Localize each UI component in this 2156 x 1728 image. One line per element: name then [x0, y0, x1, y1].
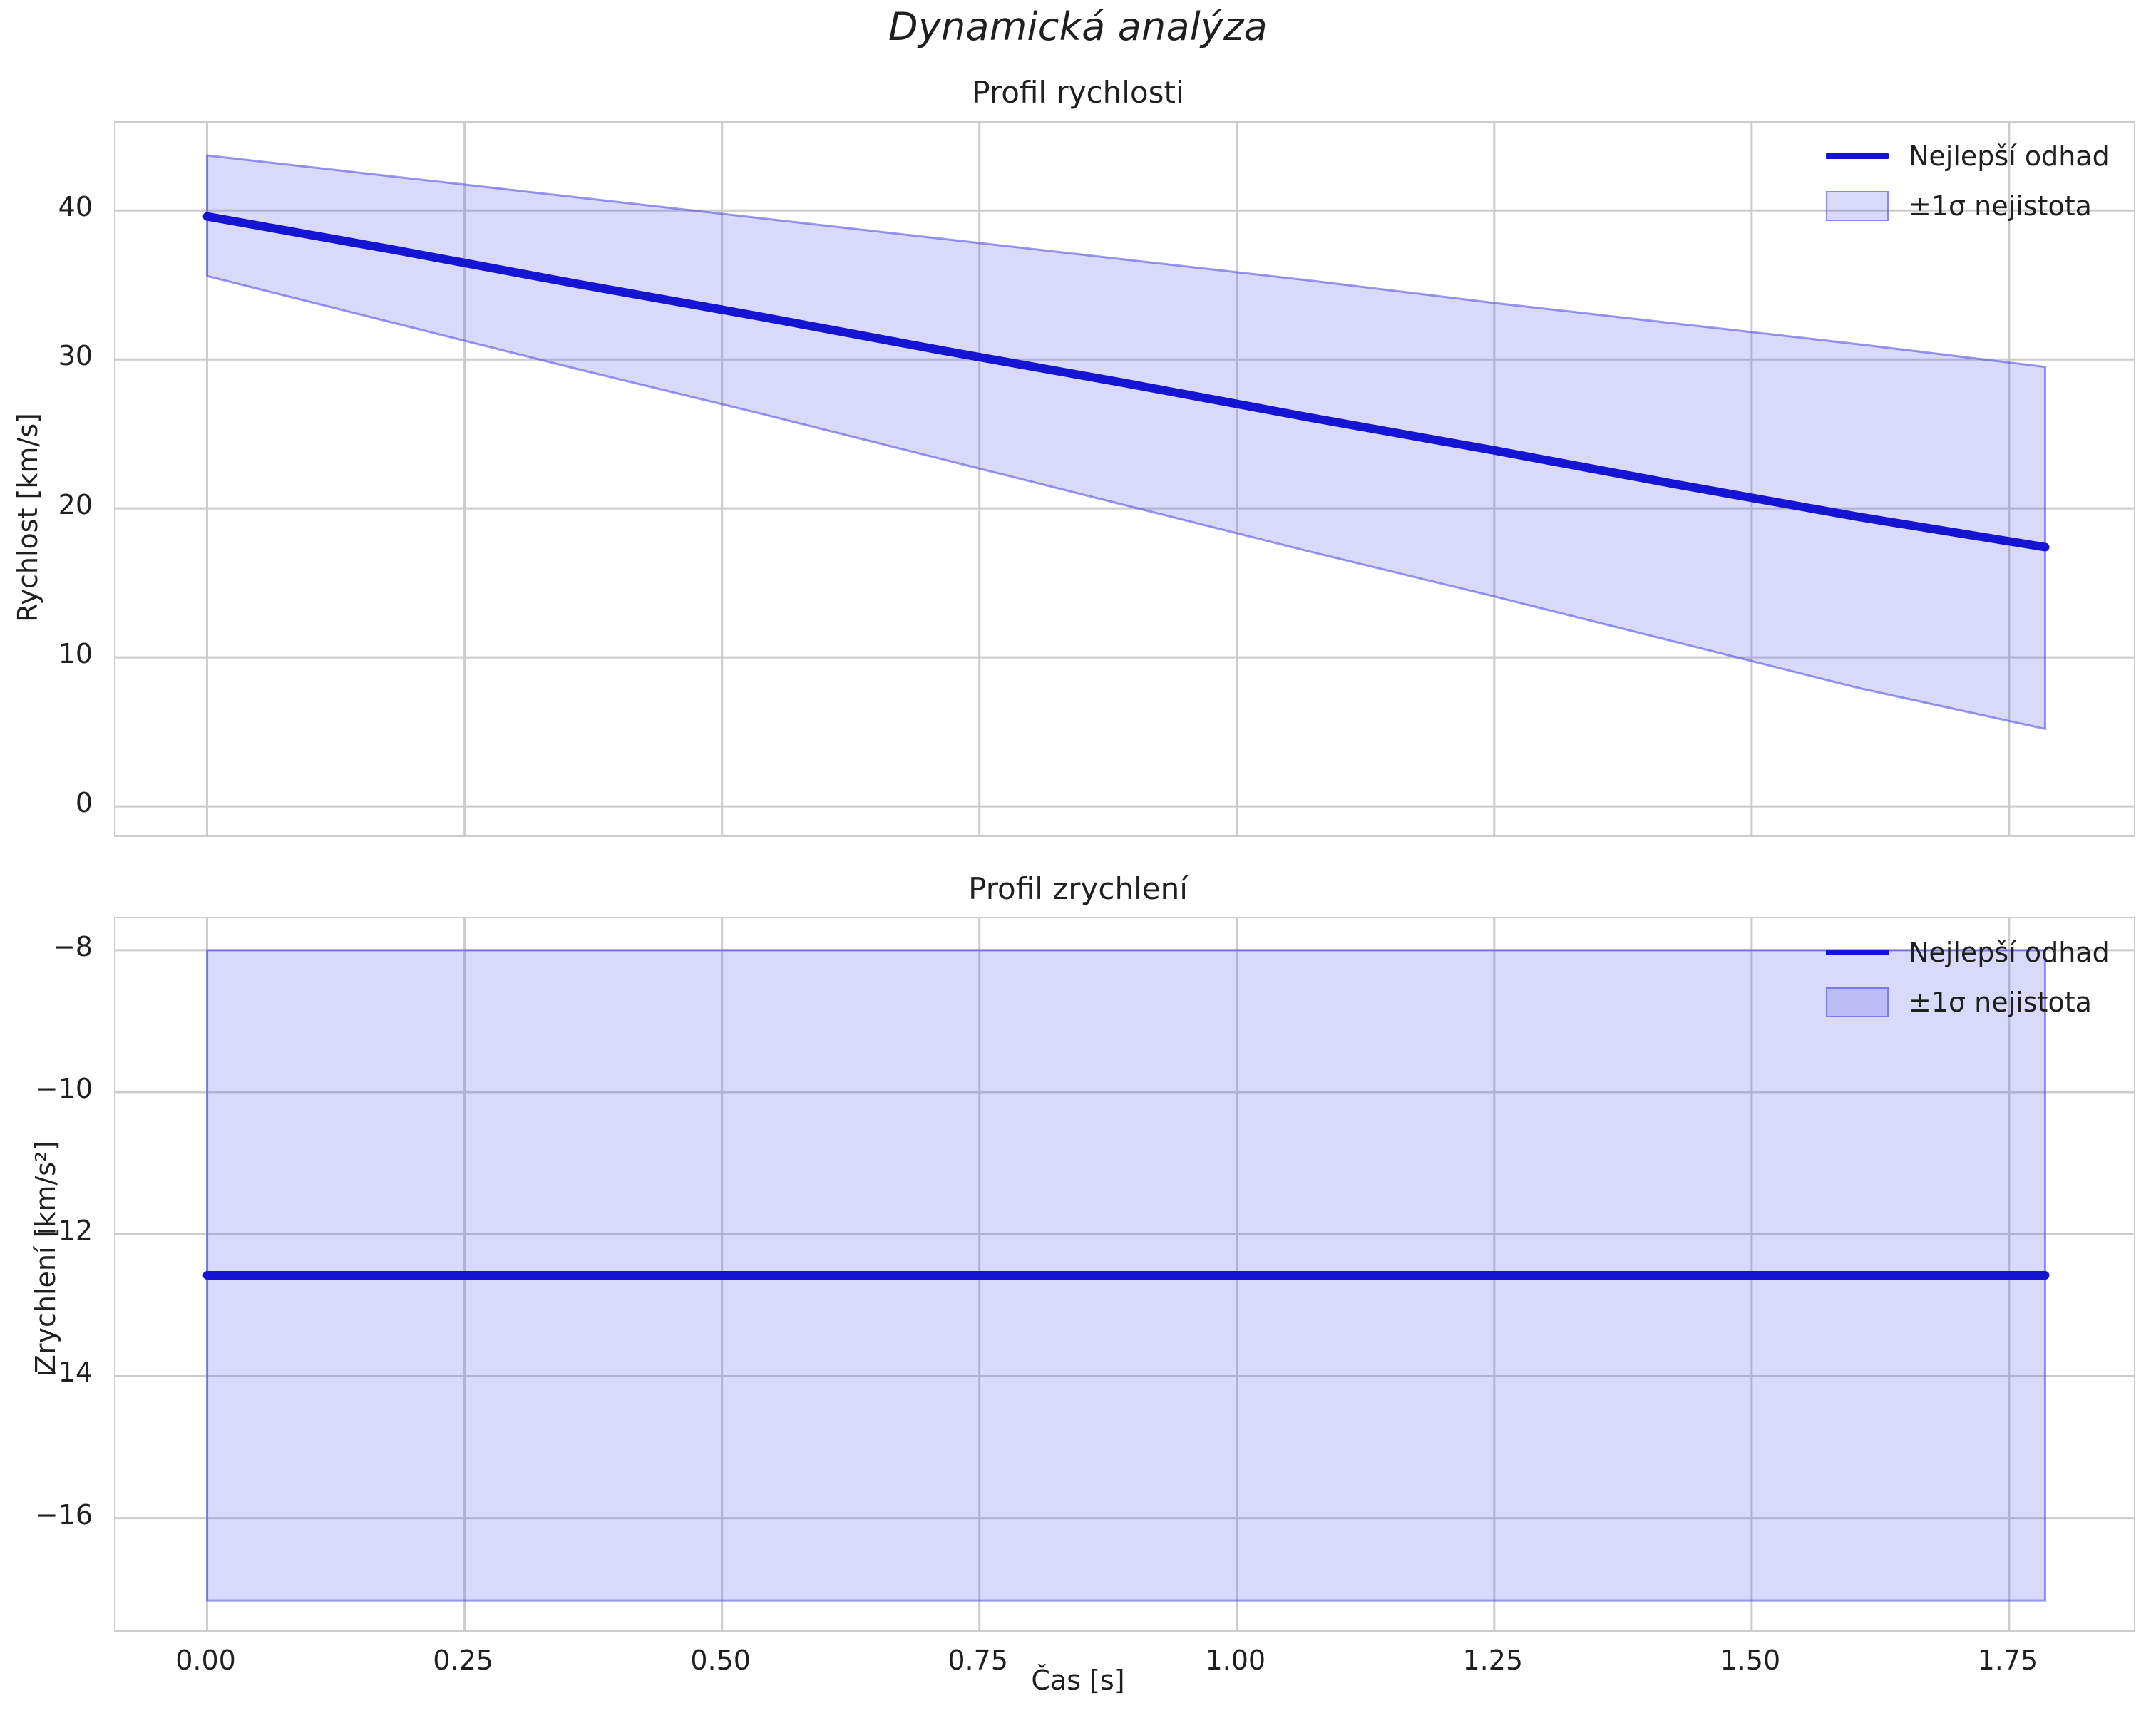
shared-xtick-label: 0.50 [690, 1645, 751, 1676]
acceleration-axes [114, 917, 2135, 1632]
legend-label-uncertainty: ±1σ nejistota [1909, 987, 2092, 1018]
shared-xtick-label: 0.75 [948, 1645, 1008, 1676]
shared-xlabel: Čas [s] [1031, 1665, 1125, 1696]
shared-xtick-label: 1.75 [1977, 1645, 2038, 1676]
shared-xtick-label: 0.00 [175, 1645, 236, 1676]
shared-xtick-label: 1.25 [1462, 1645, 1524, 1676]
acceleration-ytick-label: −10 [35, 1073, 93, 1105]
acceleration-subplot-title: Profil zrychlení [968, 871, 1188, 906]
acceleration-ytick-label: −12 [35, 1215, 93, 1247]
acceleration-ytick-label: −14 [35, 1357, 93, 1389]
shared-xtick-label: 1.00 [1205, 1645, 1266, 1676]
shared-xtick-label: 0.25 [433, 1645, 493, 1676]
velocity-ytick-label: 30 [58, 340, 93, 372]
figure-suptitle: Dynamická analýza [888, 4, 1268, 49]
velocity-ytick-label: 40 [58, 191, 93, 223]
legend-line-key-icon [1822, 950, 1893, 955]
velocity-subplot-title: Profil rychlosti [972, 75, 1184, 110]
acceleration-ytick-label: −16 [35, 1498, 93, 1531]
acceleration-ytick-label: −8 [52, 930, 93, 962]
legend-patch-key-icon [1822, 987, 1893, 1017]
velocity-axes [114, 121, 2135, 837]
legend-row-best-estimate: Nejlepší odhad [1822, 138, 2110, 175]
velocity-ytick-label: 20 [58, 489, 93, 521]
legend-label-best-estimate: Nejlepší odhad [1909, 937, 2110, 968]
legend-line-key-icon [1822, 153, 1893, 159]
legend-label-uncertainty: ±1σ nejistota [1909, 190, 2092, 222]
legend-row-uncertainty-2: ±1σ nejistota [1822, 984, 2110, 1021]
velocity-ytick-label: 0 [75, 787, 93, 819]
velocity-ytick-label: 10 [58, 638, 93, 670]
legend-patch-key-icon [1822, 191, 1893, 221]
legend-label-best-estimate: Nejlepší odhad [1909, 140, 2110, 172]
velocity-legend: Nejlepší odhad ±1σ nejistota [1822, 138, 2110, 225]
legend-row-uncertainty: ±1σ nejistota [1822, 187, 2110, 225]
acceleration-legend: Nejlepší odhad ±1σ nejistota [1822, 934, 2110, 1021]
legend-row-best-estimate-2: Nejlepší odhad [1822, 934, 2110, 971]
shared-xtick-label: 1.50 [1720, 1645, 1781, 1676]
